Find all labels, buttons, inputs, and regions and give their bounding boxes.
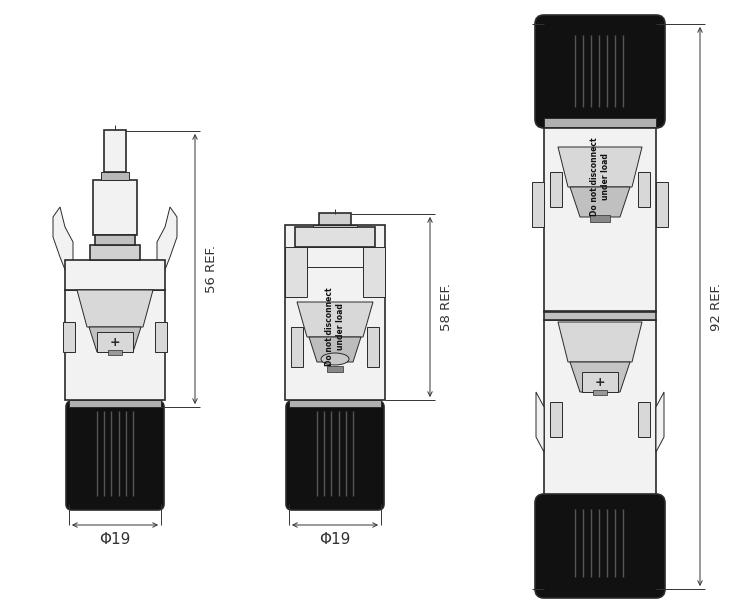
- Bar: [63, 322, 75, 352]
- Polygon shape: [157, 207, 177, 290]
- Polygon shape: [89, 327, 141, 352]
- Bar: [313, 225, 357, 227]
- Bar: [593, 390, 607, 395]
- Polygon shape: [656, 392, 664, 452]
- FancyBboxPatch shape: [286, 401, 384, 510]
- Polygon shape: [570, 362, 630, 392]
- Polygon shape: [297, 302, 373, 337]
- Bar: [104, 130, 126, 172]
- Bar: [590, 215, 610, 222]
- Text: Do not disconnect
under load: Do not disconnect under load: [326, 288, 345, 366]
- Polygon shape: [570, 187, 630, 217]
- Bar: [285, 247, 307, 297]
- Bar: [65, 260, 165, 290]
- Bar: [65, 290, 165, 400]
- Bar: [544, 496, 656, 504]
- Text: Do not disconnect
under load: Do not disconnect under load: [590, 138, 610, 216]
- Polygon shape: [77, 290, 153, 327]
- Bar: [108, 350, 122, 355]
- Ellipse shape: [74, 421, 92, 489]
- Text: Φ19: Φ19: [99, 532, 130, 548]
- Bar: [155, 322, 167, 352]
- Bar: [97, 332, 133, 352]
- Ellipse shape: [549, 44, 571, 109]
- Ellipse shape: [138, 421, 156, 489]
- Ellipse shape: [629, 44, 651, 109]
- FancyBboxPatch shape: [535, 15, 665, 128]
- Polygon shape: [53, 207, 73, 290]
- Text: Φ19: Φ19: [320, 532, 351, 548]
- Bar: [656, 182, 668, 227]
- Text: +: +: [110, 336, 120, 348]
- Ellipse shape: [549, 520, 571, 585]
- Polygon shape: [309, 337, 361, 362]
- Bar: [327, 366, 343, 372]
- Bar: [289, 400, 381, 407]
- Bar: [69, 400, 161, 407]
- Bar: [532, 182, 544, 227]
- Ellipse shape: [321, 353, 349, 365]
- Bar: [544, 311, 656, 320]
- Bar: [285, 225, 385, 400]
- Bar: [638, 172, 650, 207]
- Bar: [544, 127, 656, 312]
- Bar: [307, 247, 363, 267]
- Bar: [363, 247, 385, 297]
- Polygon shape: [558, 322, 642, 362]
- Bar: [101, 172, 129, 180]
- Bar: [93, 180, 137, 235]
- Bar: [544, 118, 656, 127]
- Text: 92 REF.: 92 REF.: [710, 283, 723, 331]
- Bar: [550, 172, 562, 207]
- Bar: [544, 320, 656, 497]
- FancyBboxPatch shape: [66, 401, 164, 510]
- Text: 58 REF.: 58 REF.: [440, 283, 453, 331]
- Text: 56 REF.: 56 REF.: [205, 245, 218, 293]
- Bar: [367, 327, 379, 367]
- Bar: [90, 245, 140, 260]
- Bar: [95, 235, 135, 245]
- Bar: [319, 213, 351, 225]
- Polygon shape: [558, 147, 642, 187]
- Bar: [291, 327, 303, 367]
- Bar: [638, 402, 650, 437]
- Ellipse shape: [294, 421, 312, 489]
- FancyBboxPatch shape: [535, 494, 665, 598]
- Ellipse shape: [358, 421, 376, 489]
- Bar: [582, 372, 618, 392]
- Bar: [295, 227, 375, 247]
- Bar: [550, 402, 562, 437]
- Polygon shape: [536, 392, 544, 452]
- Text: +: +: [595, 376, 605, 388]
- Ellipse shape: [629, 520, 651, 585]
